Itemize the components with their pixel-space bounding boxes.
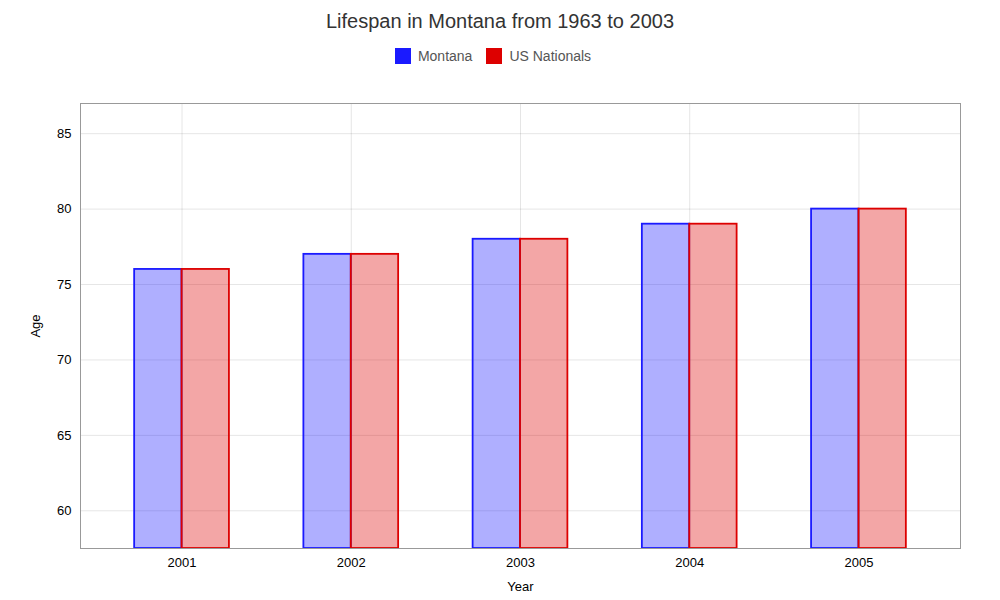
- html-text:US Nationals: US Nationals: [509, 47, 592, 64]
- html-text:Montana: Montana: [417, 47, 473, 64]
- svg-text:60: 60: [57, 503, 71, 518]
- svg-text:2004: 2004: [675, 555, 704, 570]
- svg-text:75: 75: [57, 277, 71, 292]
- svg-text:85: 85: [57, 126, 71, 141]
- svg-text:80: 80: [57, 201, 71, 216]
- svg-text:Year: Year: [507, 579, 534, 594]
- svg-text:2001: 2001: [168, 555, 197, 570]
- svg-text:2002: 2002: [337, 555, 366, 570]
- svg-text:2005: 2005: [845, 555, 874, 570]
- svg-text:65: 65: [57, 428, 71, 443]
- svg-text:2003: 2003: [506, 555, 535, 570]
- svg-text:70: 70: [57, 352, 71, 367]
- svg-text:Age: Age: [28, 314, 43, 337]
- html-text:Lifespan in Montana from 1963: Lifespan in Montana from 1963 to 2003: [326, 10, 674, 32]
